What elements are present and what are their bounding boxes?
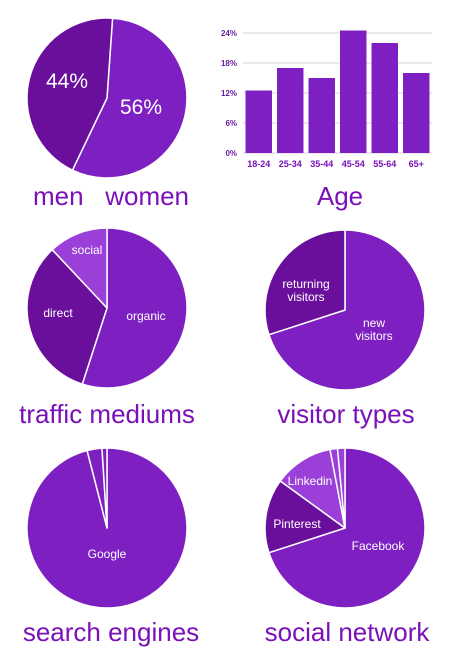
social-slice-pinterest bbox=[264, 480, 346, 554]
visitors-label-new-visitors: new visitors bbox=[355, 316, 392, 343]
age-y-tick-label: 24% bbox=[221, 29, 237, 38]
age-x-tick-label: 55-64 bbox=[373, 159, 396, 169]
gender-label-men: 44% bbox=[46, 70, 88, 93]
visitors-label-returning-visitors: returning visitors bbox=[282, 277, 329, 304]
traffic-mediums-pie-chart: organic direct social bbox=[26, 227, 188, 389]
social-chart-title: social network bbox=[265, 617, 431, 647]
gender-slice-women bbox=[71, 17, 188, 179]
gender-slice-men bbox=[26, 17, 114, 171]
traffic-slice-social bbox=[51, 227, 108, 309]
social-slice-other-2 bbox=[336, 447, 346, 529]
age-x-tick-label: 65+ bbox=[409, 159, 424, 169]
age-bar-18-24 bbox=[245, 90, 272, 153]
search-slice-other-2 bbox=[101, 447, 108, 529]
visitors-chart-title: visitor types bbox=[277, 399, 414, 429]
traffic-label-organic: organic bbox=[126, 309, 165, 323]
social-slice-linkedin bbox=[279, 448, 346, 529]
visitor-types-pie-chart: new visitors returning visitors bbox=[264, 229, 426, 391]
social-network-pie-chart: Facebook Pinterest Linkedin bbox=[264, 447, 426, 609]
age-x-tick-label: 18-24 bbox=[247, 159, 270, 169]
gender-label-women: 56% bbox=[120, 96, 162, 119]
gender-pie-chart: 56% 44% bbox=[26, 17, 188, 179]
traffic-chart-title: traffic mediums bbox=[19, 399, 195, 429]
age-x-tick-label: 45-54 bbox=[342, 159, 365, 169]
age-bar-35-44 bbox=[308, 78, 335, 153]
age-bar-55-64 bbox=[371, 43, 398, 153]
visitors-slice-new-visitors bbox=[268, 229, 426, 391]
social-label-facebook: Facebook bbox=[352, 539, 406, 553]
age-x-tick-label: 25-34 bbox=[279, 159, 302, 169]
age-bar-chart: 0% 6% 12% 18% 24% 18-24 25-34 35-44 45-54 55-64 65… bbox=[221, 29, 432, 169]
age-bar-65 bbox=[403, 73, 430, 153]
social-label-linkedin: Linkedin bbox=[288, 474, 333, 488]
age-chart-title: Age bbox=[317, 181, 363, 211]
search-engines-pie-chart: Google bbox=[26, 447, 188, 609]
social-slice-facebook bbox=[268, 447, 426, 609]
traffic-slice-organic bbox=[81, 227, 188, 389]
age-y-tick-label: 0% bbox=[225, 149, 237, 158]
visitors-slice-returning-visitors bbox=[264, 229, 346, 336]
traffic-slice-direct bbox=[26, 248, 108, 385]
age-bar-25-34 bbox=[277, 68, 304, 153]
age-y-tick-label: 12% bbox=[221, 89, 237, 98]
age-y-tick-label: 6% bbox=[225, 119, 237, 128]
search-label-google: Google bbox=[88, 547, 127, 561]
age-x-tick-label: 35-44 bbox=[310, 159, 333, 169]
age-bar-45-54 bbox=[340, 30, 367, 153]
age-y-tick-label: 18% bbox=[221, 59, 237, 68]
gender-chart-title: men women bbox=[33, 181, 189, 211]
social-label-pinterest: Pinterest bbox=[273, 517, 321, 531]
search-chart-title: search engines bbox=[23, 617, 199, 647]
traffic-label-social: social bbox=[72, 243, 103, 257]
traffic-label-direct: direct bbox=[43, 306, 73, 320]
